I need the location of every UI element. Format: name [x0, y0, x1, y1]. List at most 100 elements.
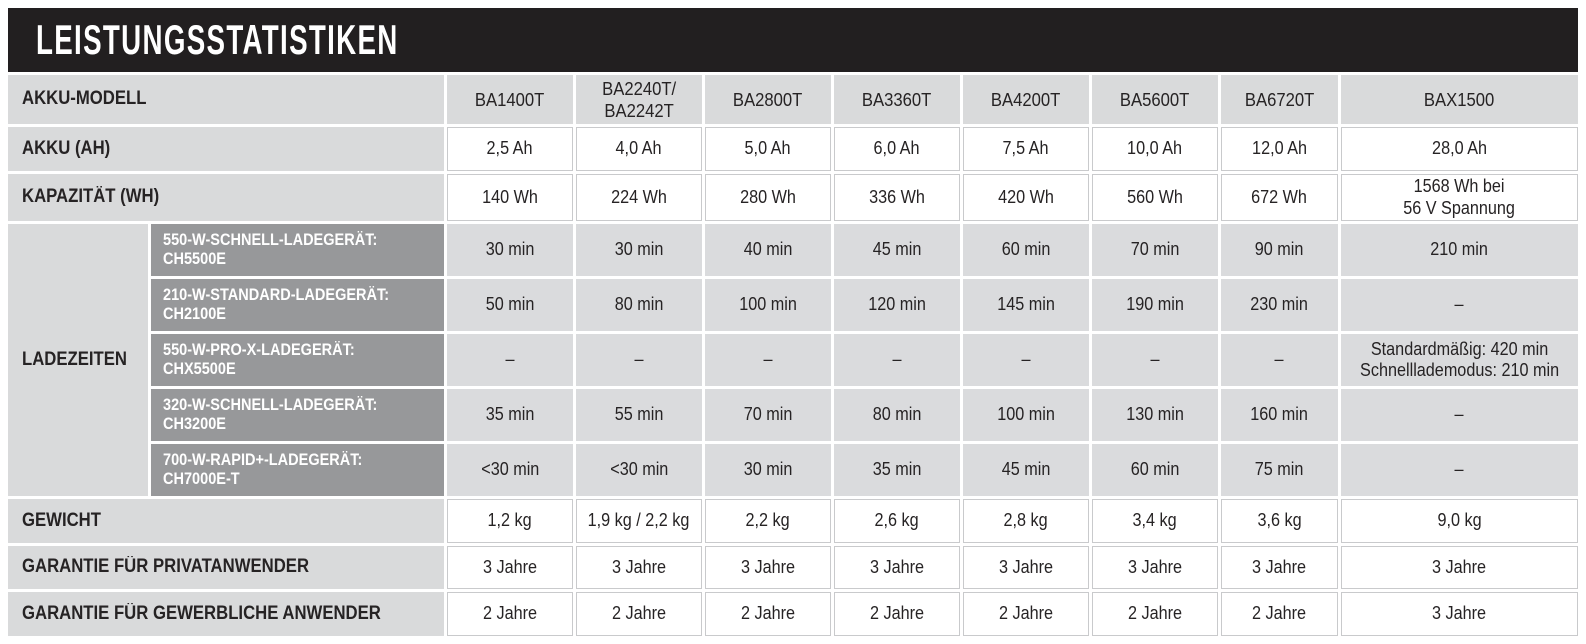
table-cell: 3 Jahre	[576, 546, 702, 589]
column-header: BA1400T	[447, 75, 573, 124]
column-header-text: BA6720T	[1244, 88, 1315, 110]
charger-label-ch3200e: 320-W-SCHNELL-LADEGERÄT: CH3200E	[151, 389, 444, 441]
cell-text: 3,4 kg	[1132, 510, 1178, 531]
column-header: BA4200T	[963, 75, 1089, 124]
table-cell: <30 min	[447, 444, 573, 496]
cell-text: 55 min	[614, 404, 664, 425]
column-header: BA6720T	[1221, 75, 1338, 124]
table-cell: 55 min	[576, 389, 702, 441]
row-label-text: AKKU-MODELL	[22, 88, 147, 110]
column-header-text: BA2240T/ BA2242T	[601, 77, 677, 121]
cell-text: 560 Wh	[1127, 186, 1183, 207]
cell-text: 30 min	[614, 239, 664, 260]
table-cell: –	[1221, 334, 1338, 386]
cell-text: 2,2 kg	[745, 510, 791, 531]
cell-text: 2 Jahre	[482, 603, 538, 624]
cell-text: 336 Wh	[869, 186, 925, 207]
cell-text: 28,0 Ah	[1432, 138, 1487, 159]
cell-text: 130 min	[1126, 404, 1184, 425]
table-cell: 120 min	[834, 279, 960, 331]
cell-text: 2,5 Ah	[487, 138, 533, 159]
row-label-akku-ah: AKKU (AH)	[8, 127, 444, 171]
cell-text: 190 min	[1126, 294, 1184, 315]
cell-text: 140 Wh	[482, 186, 538, 207]
table-cell: –	[1092, 334, 1218, 386]
row-label-akku-modell: AKKU-MODELL	[8, 75, 444, 124]
table-cell: 50 min	[447, 279, 573, 331]
table-cell: 2 Jahre	[1092, 592, 1218, 636]
cell-text: –	[634, 349, 644, 370]
table-cell: 2 Jahre	[963, 592, 1089, 636]
charger-label-text: 550-W-PRO-X-LADEGERÄT: CHX5500E	[163, 340, 355, 378]
cell-text: 3 Jahre	[1252, 556, 1307, 577]
table-cell: 90 min	[1221, 224, 1338, 276]
table-cell: 45 min	[834, 224, 960, 276]
cell-text: 3 Jahre	[1432, 556, 1487, 577]
cell-text: 35 min	[485, 404, 535, 425]
table-cell: –	[1341, 389, 1578, 441]
table-cell: 2,8 kg	[963, 499, 1089, 543]
cell-text: 2 Jahre	[611, 603, 667, 624]
cell-text: 145 min	[997, 294, 1055, 315]
table-cell: 2,5 Ah	[447, 127, 573, 171]
table-cell: 2 Jahre	[447, 592, 573, 636]
cell-text: 420 Wh	[998, 186, 1054, 207]
cell-text: 60 min	[1001, 239, 1051, 260]
page-title: LEISTUNGSSTATISTIKEN	[36, 16, 399, 63]
column-header: BAX1500	[1341, 75, 1578, 124]
cell-text: 10,0 Ah	[1127, 138, 1183, 159]
table-cell: 1,2 kg	[447, 499, 573, 543]
table-cell: 560 Wh	[1092, 174, 1218, 221]
table-cell: 35 min	[447, 389, 573, 441]
cell-text: –	[505, 349, 515, 370]
cell-text: 75 min	[1255, 459, 1304, 480]
table-cell: 1,9 kg / 2,2 kg	[576, 499, 702, 543]
charger-label-ch7000e-t: 700-W-RAPID+-LADEGERÄT: CH7000E-T	[151, 444, 444, 496]
row-label-text: AKKU (AH)	[22, 137, 111, 159]
cell-text: 70 min	[743, 404, 793, 425]
table-cell: 30 min	[576, 224, 702, 276]
table-cell: Standardmäßig: 420 min Schnelllademodus:…	[1341, 334, 1578, 386]
row-label-text: GEWICHT	[22, 509, 101, 531]
charger-label-chx5500e: 550-W-PRO-X-LADEGERÄT: CHX5500E	[151, 334, 444, 386]
cell-text: 2,6 kg	[874, 510, 920, 531]
table-cell: 336 Wh	[834, 174, 960, 221]
cell-text: 60 min	[1130, 459, 1180, 480]
cell-text: –	[1454, 459, 1464, 480]
table-cell: 2 Jahre	[576, 592, 702, 636]
cell-text: 2 Jahre	[1127, 603, 1183, 624]
cell-text: <30 min	[480, 459, 540, 480]
cell-text: –	[1021, 349, 1031, 370]
cell-text: 35 min	[872, 459, 922, 480]
cell-text: 80 min	[614, 294, 664, 315]
cell-text: –	[892, 349, 902, 370]
table-cell: 35 min	[834, 444, 960, 496]
cell-text: –	[1454, 404, 1464, 425]
cell-text: 3 Jahre	[1127, 556, 1183, 577]
table-cell: 672 Wh	[1221, 174, 1338, 221]
table-cell: 160 min	[1221, 389, 1338, 441]
table-cell: 75 min	[1221, 444, 1338, 496]
cell-text: <30 min	[609, 459, 669, 480]
table-cell: 30 min	[705, 444, 831, 496]
cell-text: 80 min	[872, 404, 922, 425]
cell-text: 12,0 Ah	[1252, 138, 1307, 159]
cell-text: 100 min	[997, 404, 1055, 425]
column-header: BA3360T	[834, 75, 960, 124]
table-cell: 3 Jahre	[1341, 546, 1578, 589]
cell-text: 45 min	[872, 239, 922, 260]
table-cell: 7,5 Ah	[963, 127, 1089, 171]
table-cell: –	[705, 334, 831, 386]
table-cell: <30 min	[576, 444, 702, 496]
cell-text: 280 Wh	[740, 186, 796, 207]
cell-text: 2,8 kg	[1003, 510, 1049, 531]
cell-text: 3 Jahre	[740, 556, 796, 577]
cell-text: 100 min	[739, 294, 797, 315]
cell-text: 30 min	[485, 239, 535, 260]
table-cell: 230 min	[1221, 279, 1338, 331]
cell-text: 50 min	[485, 294, 535, 315]
table-cell: 2 Jahre	[1221, 592, 1338, 636]
column-header: BA2800T	[705, 75, 831, 124]
table-grid: AKKU-MODELL BA1400T BA2240T/ BA2242T BA2…	[8, 75, 1578, 636]
column-header-text: BA2800T	[733, 88, 803, 110]
